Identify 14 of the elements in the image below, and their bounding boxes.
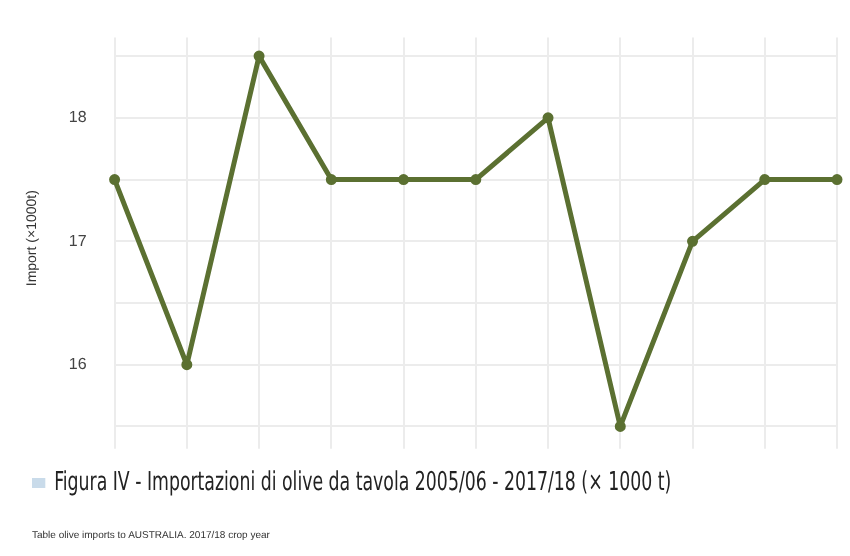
point (253, 50, 265, 62)
point (109, 174, 121, 186)
y-tick-label: 17 (68, 231, 88, 250)
point (325, 174, 337, 186)
point (398, 174, 410, 186)
point (470, 174, 482, 186)
point (759, 174, 771, 186)
point (542, 112, 554, 124)
text: Figura IV - Importazioni di olive da tavola 2005/06 - 2017/18 (× 1000 t) (54, 468, 672, 498)
point (181, 359, 193, 371)
point (687, 235, 699, 247)
y-tick-label: 16 (68, 355, 88, 374)
point (831, 174, 843, 186)
y-tick-label: 18 (68, 108, 88, 127)
